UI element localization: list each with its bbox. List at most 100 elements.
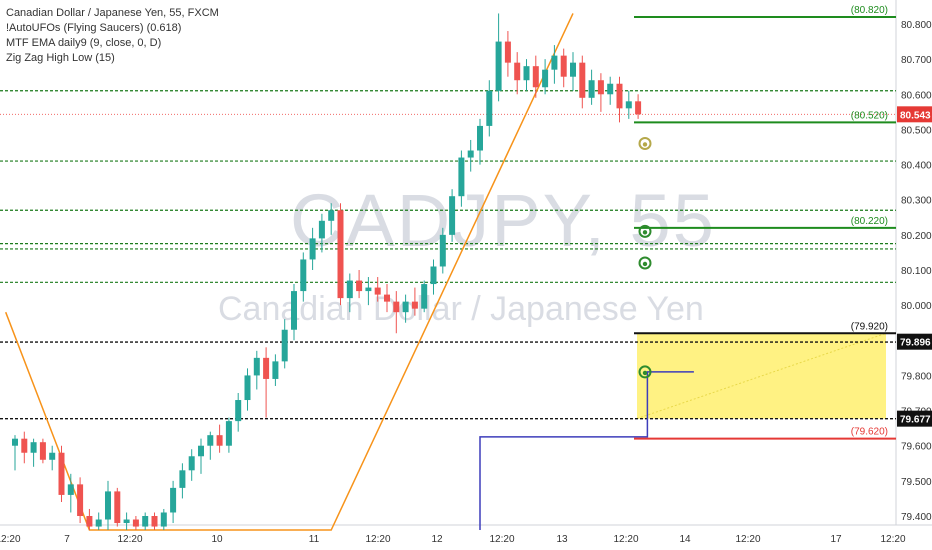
candle-body [411, 301, 418, 309]
candle-body [430, 266, 437, 285]
candle-body [328, 210, 335, 221]
candle-body [123, 519, 130, 524]
candle-body [151, 516, 158, 527]
legend-indicator-mtf-ema[interactable]: MTF EMA daily9 (9, close, 0, D) [6, 37, 162, 49]
candle-body [588, 80, 595, 98]
candle-body [421, 284, 428, 309]
y-tick-label: 80.400 [901, 161, 932, 172]
candle-body [635, 101, 642, 115]
price-label: (80.820) [851, 5, 888, 16]
price-label: (79.920) [851, 321, 888, 332]
candle-body [58, 452, 65, 495]
candle-body [458, 157, 465, 197]
candle-body [49, 452, 56, 460]
ufo-icon-dot [642, 261, 648, 267]
ufo-icon [638, 224, 652, 238]
candle-body [253, 357, 260, 376]
x-tick-label: 10 [211, 534, 223, 545]
candle-body [309, 238, 316, 260]
y-tick-label: 79.500 [901, 477, 932, 488]
y-tick-label: 80.500 [901, 125, 932, 136]
candle-body [542, 69, 549, 88]
axis-badge-text: 79.896 [900, 338, 931, 349]
last-price-badge[interactable] [897, 106, 932, 123]
price-label: (80.220) [851, 216, 888, 227]
candle-body [346, 280, 353, 299]
x-tick-label: 12:20 [489, 534, 514, 545]
candle-body [523, 66, 530, 81]
candle-body [570, 62, 576, 77]
x-tick-label: 12:20 [880, 534, 905, 545]
candle-body [356, 280, 363, 292]
candle-body [560, 55, 567, 77]
candle-body [263, 357, 270, 379]
candle-body [449, 196, 456, 235]
axis-badge[interactable] [897, 333, 932, 350]
y-tick-label: 80.600 [901, 90, 932, 101]
y-tick-label: 80.000 [901, 301, 932, 312]
axis-badge[interactable] [897, 410, 932, 427]
last-price-badge-text: 80.543 [900, 110, 931, 121]
candle-body [281, 329, 288, 362]
candle-body [393, 301, 400, 313]
candle-body [486, 90, 493, 126]
candle-body [95, 519, 102, 527]
ufo-icon [638, 256, 652, 270]
candle-body [291, 291, 297, 330]
candle-body [495, 41, 502, 91]
x-tick-label: 14 [679, 534, 691, 545]
x-tick-label: 7 [64, 534, 70, 545]
legend-indicator-zigzag[interactable]: Zig Zag High Low (15) [6, 52, 115, 64]
candle-body [67, 484, 74, 495]
y-tick-label: 80.200 [901, 231, 932, 242]
price-scale[interactable] [896, 0, 932, 550]
candle-body [132, 519, 139, 527]
candle-body [579, 62, 586, 98]
axis-badge-text: 79.677 [900, 415, 931, 426]
x-tick-label: 12 [431, 534, 443, 545]
chart-legend: Canadian Dollar / Japanese Yen, 55, FXCM… [6, 6, 219, 66]
y-tick-label: 80.100 [901, 266, 932, 277]
candle-body [12, 438, 18, 446]
x-tick-label: 12:20 [613, 534, 638, 545]
candle-body [300, 259, 307, 292]
candle-body [39, 442, 46, 460]
legend-symbol[interactable]: Canadian Dollar / Japanese Yen, 55, FXCM [6, 7, 219, 19]
x-tick-label: 13 [556, 534, 568, 545]
y-tick-label: 79.800 [901, 371, 932, 382]
candle-body [21, 438, 28, 453]
ufo-icon-dot [642, 142, 648, 147]
candle-body [170, 487, 177, 513]
candle-body [77, 484, 84, 516]
candle-body [318, 220, 325, 239]
candle-body [337, 210, 344, 299]
candle-body [142, 516, 149, 527]
target-zone [637, 333, 886, 419]
candle-body [30, 442, 37, 453]
candle-body [160, 512, 167, 527]
watermark-ticker: CADJPY, 55 [290, 179, 716, 262]
candle-body [105, 491, 111, 520]
ufo-icon-dot [642, 370, 648, 376]
candle-body [235, 400, 242, 422]
candle-body [244, 375, 251, 401]
y-tick-label: 79.400 [901, 512, 932, 523]
price-label: (80.520) [851, 110, 888, 121]
candle-body [216, 435, 223, 446]
candle-body [86, 516, 93, 527]
x-tick-label: 17 [830, 534, 842, 545]
legend-indicator-autoufos[interactable]: !AutoUFOs (Flying Saucers) (0.618) [6, 22, 182, 34]
x-tick-label: 11 [309, 534, 320, 545]
candle-body [597, 80, 604, 95]
x-tick-label: 12:20 [735, 534, 760, 545]
candle-body [198, 445, 204, 457]
ufo-icon [638, 365, 652, 379]
candle-body [188, 456, 195, 471]
candle-body [467, 150, 474, 158]
candle-body [477, 125, 483, 151]
candle-body [207, 435, 214, 446]
candle-body [179, 470, 186, 488]
candle-body [625, 101, 632, 109]
